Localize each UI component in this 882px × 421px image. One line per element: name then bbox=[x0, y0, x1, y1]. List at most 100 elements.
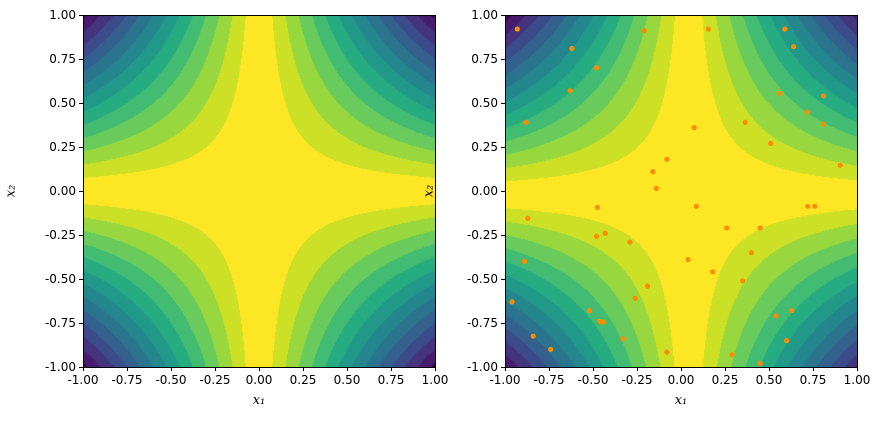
scatter-point bbox=[600, 319, 607, 325]
scatter-point bbox=[620, 336, 626, 342]
y-tick bbox=[79, 234, 83, 236]
x-tick bbox=[434, 367, 436, 371]
y-tick bbox=[501, 58, 505, 60]
y-tick bbox=[79, 58, 83, 60]
scatter-point bbox=[757, 360, 763, 367]
scatter-point bbox=[748, 250, 754, 256]
x-tick bbox=[856, 367, 858, 371]
y-tick bbox=[79, 278, 83, 280]
scatter-point bbox=[791, 44, 797, 50]
x-tick bbox=[126, 367, 128, 371]
x-tick-label: 1.00 bbox=[843, 373, 871, 387]
x-tick bbox=[636, 367, 638, 371]
x-tick-label: -0.50 bbox=[577, 373, 609, 387]
y-tick bbox=[501, 146, 505, 148]
x-tick-label: -1.00 bbox=[67, 373, 99, 387]
scatter-point bbox=[729, 352, 735, 358]
x-tick-label: -0.25 bbox=[621, 373, 653, 387]
scatter-point bbox=[653, 185, 659, 191]
scatter-point bbox=[664, 156, 670, 162]
y-tick-label: -0.25 bbox=[44, 228, 76, 242]
scatter-point bbox=[525, 215, 531, 221]
y-tick bbox=[501, 14, 505, 16]
y-tick-label: -0.25 bbox=[466, 228, 498, 242]
y-tick-label: 0.75 bbox=[471, 52, 498, 66]
x-tick bbox=[768, 367, 770, 371]
scatter-point bbox=[820, 121, 827, 127]
y-tick-label: -1.00 bbox=[44, 360, 76, 374]
scatter-point bbox=[837, 162, 843, 168]
y-axis-label: x₂ bbox=[3, 184, 19, 198]
y-tick bbox=[79, 146, 83, 148]
y-tick-label: -0.50 bbox=[44, 272, 76, 286]
scatter-point bbox=[644, 283, 651, 289]
x-tick bbox=[592, 367, 594, 371]
x-axis-label: x₁ bbox=[674, 393, 688, 408]
scatter-point bbox=[509, 299, 515, 305]
scatter-layer bbox=[509, 26, 843, 367]
scatter-point bbox=[521, 258, 527, 264]
y-tick-label: -1.00 bbox=[466, 360, 498, 374]
x-tick bbox=[170, 367, 172, 371]
y-tick-label: -0.75 bbox=[44, 316, 76, 330]
scatter-point bbox=[523, 119, 529, 125]
x-tick-label: -0.75 bbox=[111, 373, 143, 387]
x-tick-label: -1.00 bbox=[489, 373, 521, 387]
scatter-point bbox=[768, 140, 774, 147]
x-tick-label: 0.75 bbox=[799, 373, 827, 387]
scatter-point bbox=[632, 295, 638, 301]
y-tick-label: 0.50 bbox=[471, 96, 498, 110]
scatter-point bbox=[789, 308, 795, 314]
y-tick-label: 0.25 bbox=[471, 140, 498, 154]
x-tick-label: 0.25 bbox=[289, 373, 317, 387]
x-tick-label: -0.75 bbox=[533, 373, 565, 387]
y-tick bbox=[79, 366, 83, 368]
x-tick-label: 0.50 bbox=[333, 373, 361, 387]
y-tick bbox=[501, 322, 505, 324]
scatter-point bbox=[724, 225, 730, 231]
y-tick bbox=[79, 102, 83, 104]
scatter-point bbox=[586, 308, 593, 314]
y-tick bbox=[501, 366, 505, 368]
y-tick-label: 0.50 bbox=[49, 96, 76, 110]
y-tick bbox=[79, 322, 83, 324]
scatter-point bbox=[710, 269, 716, 275]
y-tick-label: 0.25 bbox=[49, 140, 76, 154]
x-tick bbox=[302, 367, 304, 371]
x-tick bbox=[214, 367, 216, 371]
scatter-point bbox=[685, 257, 691, 263]
x-tick bbox=[258, 367, 260, 371]
scatter-point bbox=[757, 225, 763, 231]
x-tick bbox=[724, 367, 726, 371]
y-tick-label: 0.00 bbox=[471, 184, 498, 198]
y-tick bbox=[501, 102, 505, 104]
scatter-point bbox=[776, 90, 783, 96]
scatter-point bbox=[742, 119, 748, 125]
x-tick-label: -0.50 bbox=[155, 373, 187, 387]
x-tick bbox=[548, 367, 550, 371]
y-axis-label: x₂ bbox=[421, 184, 437, 198]
x-tick-label: 0.00 bbox=[667, 373, 695, 387]
y-tick bbox=[79, 190, 83, 192]
scatter-point bbox=[805, 109, 811, 115]
scatter-point bbox=[691, 125, 697, 131]
y-tick-label: 1.00 bbox=[49, 8, 76, 22]
x-tick-label: 0.00 bbox=[245, 373, 273, 387]
scatter-point bbox=[740, 278, 746, 284]
scatter-point bbox=[627, 239, 633, 245]
scatter-point bbox=[602, 230, 608, 236]
x-tick-label: 0.50 bbox=[755, 373, 783, 387]
y-tick bbox=[501, 278, 505, 280]
y-tick bbox=[501, 190, 505, 192]
scatter-point bbox=[641, 28, 647, 34]
scatter-point bbox=[664, 349, 670, 355]
x-tick bbox=[346, 367, 348, 371]
x-tick bbox=[82, 367, 84, 371]
left-contour-plot: -1.00 -0.75 -0.50 -0.25 0.00 0.25 0.50 0.75 1.00… bbox=[4, 8, 449, 408]
scatter-point bbox=[820, 93, 827, 99]
y-tick-label: 0.00 bbox=[49, 184, 76, 198]
y-tick bbox=[79, 14, 83, 16]
x-tick-label: 0.75 bbox=[377, 373, 405, 387]
scatter-point bbox=[530, 333, 536, 339]
scatter-point bbox=[782, 26, 788, 32]
